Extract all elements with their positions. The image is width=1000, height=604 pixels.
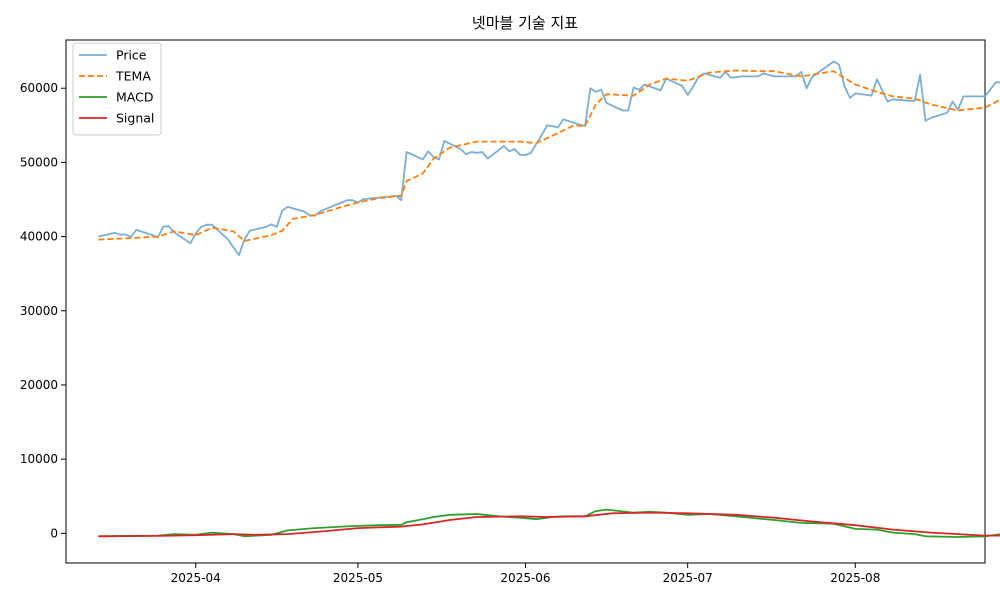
plot-area: 2025-04 2025-05 2025-06 2025-07 2025-08 0 100… — [20, 39, 1000, 585]
x-tick-label: 2025-06 — [500, 571, 550, 585]
y-axis: 0 10000 20000 30000 40000 50000 60000 — [20, 81, 66, 540]
series-line-tema — [98, 69, 1000, 242]
x-tick-label: 2025-07 — [663, 571, 713, 585]
y-tick-label: 0 — [50, 526, 58, 540]
legend-label-tema: TEMA — [115, 69, 151, 84]
y-tick-label: 10000 — [20, 452, 58, 466]
legend-label-price: Price — [116, 48, 147, 63]
chart-title: 넷마블 기술 지표 — [472, 14, 578, 32]
legend-box — [72, 42, 162, 136]
series-layer — [98, 60, 1000, 538]
x-tick-label: 2025-05 — [333, 571, 383, 585]
x-tick-label: 2025-04 — [171, 571, 221, 585]
series-line-macd — [98, 508, 1000, 538]
plot-frame — [65, 39, 986, 564]
y-tick-label: 40000 — [20, 230, 58, 244]
y-tick-label: 60000 — [20, 81, 58, 95]
y-tick-label: 30000 — [20, 304, 58, 318]
legend-label-macd: MACD — [116, 90, 153, 105]
x-axis: 2025-04 2025-05 2025-06 2025-07 2025-08 — [171, 563, 880, 585]
series-line-signal — [98, 511, 1000, 538]
legend-label-signal: Signal — [116, 111, 154, 126]
y-tick-label: 50000 — [20, 155, 58, 169]
legend: Price TEMA MACD Signal — [72, 42, 162, 136]
series-line-price — [98, 60, 1000, 257]
y-tick-label: 20000 — [20, 378, 58, 392]
x-tick-label: 2025-08 — [830, 571, 880, 585]
